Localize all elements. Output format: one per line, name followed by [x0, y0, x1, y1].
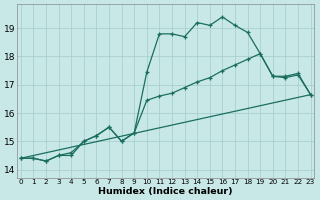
- X-axis label: Humidex (Indice chaleur): Humidex (Indice chaleur): [98, 187, 233, 196]
